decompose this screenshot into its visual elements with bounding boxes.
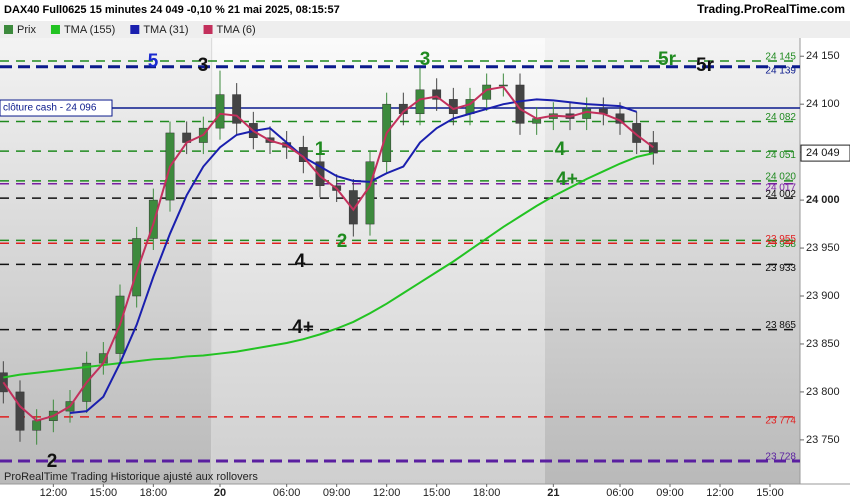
y-tick-label: 24 100 [806,98,840,110]
candle-body [632,123,642,143]
annotation: 1 [315,139,326,160]
x-tick-label: 15:00 [756,487,784,499]
candle-body [32,420,42,431]
level-label: 24 020 [765,172,796,183]
level-label: 23 955 [765,234,796,245]
annotation: 3 [198,55,209,76]
level-label: 23 933 [765,263,796,274]
x-tick-label: 18:00 [140,487,168,499]
legend-swatch [50,25,60,34]
level-label: 24 017 [765,182,796,193]
legend-swatch [203,25,213,34]
cash-close-box [0,99,113,117]
legend-label: TMA (31) [143,24,188,36]
annotation: 5r [696,55,715,76]
x-tick-label: 09:00 [656,487,684,499]
chart-title: DAX40 Full0625 15 minutes 24 049 -0,10 %… [4,4,340,16]
candle-body [582,108,592,119]
legend-label: Prix [17,24,36,36]
x-axis-background [0,484,850,500]
legend-label: TMA (155) [64,24,115,36]
x-tick-label: 06:00 [606,487,634,499]
y-tick-label: 24 000 [806,194,840,206]
candle-body [148,199,158,239]
x-tick-label: 12:00 [373,487,401,499]
candle-body [432,89,442,100]
annotation: 5 [148,51,159,72]
y-tick-label: 24 150 [806,50,840,62]
level-label: 23 774 [765,416,796,427]
annotation: 4 [555,139,566,160]
y-tick-label: 23 900 [806,290,840,302]
session-shade [211,38,545,484]
candle-body [365,161,375,225]
legend-swatch [4,25,13,34]
x-tick-label: 12:00 [706,487,734,499]
x-tick-label: 12:00 [40,487,68,499]
x-tick-label: 09:00 [323,487,351,499]
x-tick-label: 18:00 [473,487,501,499]
annotation: 4+ [292,317,314,338]
annotation: 2 [337,231,348,252]
legend-label: TMA (6) [217,24,256,36]
annotation: 3 [420,49,431,70]
legend-swatch [130,25,140,34]
y-tick-label: 23 800 [806,386,840,398]
footer: ProRealTime Trading Historique ajusté au… [4,471,258,483]
annotation: 2 [47,451,58,472]
indicator-line [3,152,654,379]
level-label: 24 002 [765,189,796,200]
level-label: 23 728 [765,452,796,463]
annotation: 4 [295,251,306,272]
candle-body [348,190,358,225]
candle-body [232,94,242,124]
candle-body [315,161,325,186]
y-tick-label: 23 950 [806,242,840,254]
x-tick-label: 21 [547,487,559,499]
indicator-line [2,85,654,422]
last-price-label: 24 049 [806,147,840,159]
candle-body [132,238,142,297]
level-label: 23 865 [765,320,796,331]
last-price-box [800,144,850,162]
level-label: 24 139 [765,65,796,76]
indicator-line [69,98,637,415]
level-label: 24 082 [765,112,796,123]
level-label: 24 145 [765,52,796,63]
candle-body [215,94,225,129]
x-tick-label: 20 [214,487,226,499]
legend-bar [0,21,850,38]
y-tick-label: 23 750 [806,434,840,446]
level-label: 23 958 [765,239,796,250]
source: Trading.ProRealTime.com [697,2,845,16]
x-tick-label: 06:00 [273,487,301,499]
candle-body [498,84,508,87]
candle-body [648,142,658,154]
annotation: 4+ [556,169,578,190]
level-label: 24 051 [765,150,796,161]
candle-body [15,391,25,431]
y-tick-label: 23 850 [806,338,840,350]
y-axis-background [800,38,850,484]
x-tick-label: 15:00 [423,487,451,499]
annotation: 5r [658,49,677,70]
x-tick-label: 15:00 [90,487,118,499]
cash-close-label: clôture cash - 24 096 [3,103,97,114]
